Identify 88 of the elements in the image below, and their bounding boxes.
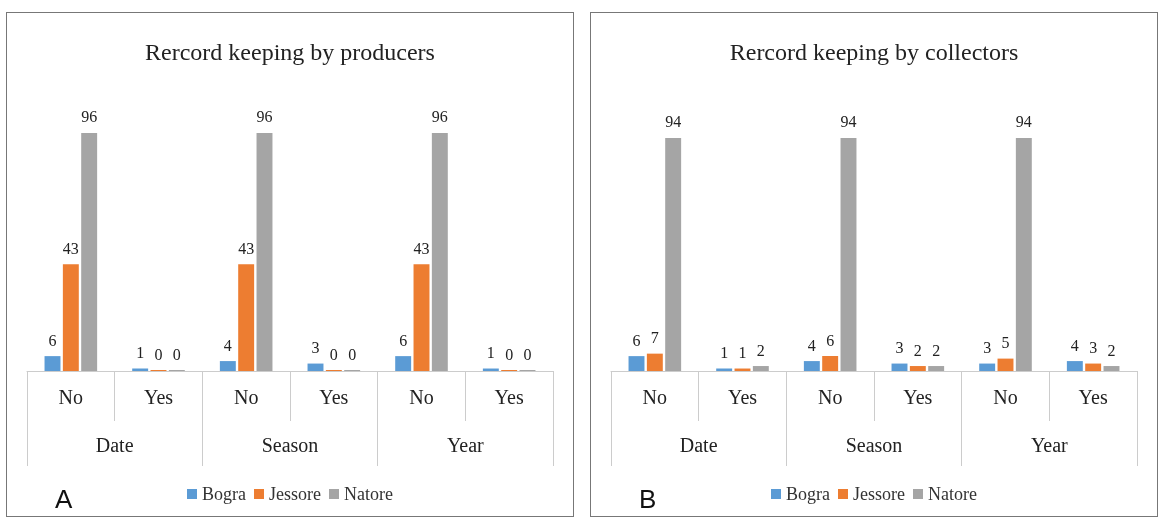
data-label: 0 xyxy=(523,345,532,363)
bar xyxy=(840,137,857,371)
data-label: 4 xyxy=(223,336,232,354)
data-label: 94 xyxy=(665,113,682,131)
x-tick-label: No xyxy=(409,386,434,408)
data-label: 96 xyxy=(81,108,98,126)
x-tick-label: Yes xyxy=(1078,386,1108,408)
legend-label: Natore xyxy=(344,484,393,504)
data-label: 4 xyxy=(807,336,816,354)
text: Season xyxy=(845,434,903,456)
chart-title: Rercord keeping by producers xyxy=(145,39,435,65)
data-label: 1 xyxy=(486,344,495,362)
data-label: 7 xyxy=(650,329,659,347)
legend-label: Natore xyxy=(928,484,977,504)
legend-label: Jessore xyxy=(269,484,322,504)
data-label: 2 xyxy=(1107,341,1116,359)
chart-title: Rercord keeping by collectors xyxy=(729,39,1019,65)
data-label: 1 xyxy=(738,344,747,362)
data-label: 6 xyxy=(632,331,641,349)
text: Year xyxy=(1030,434,1069,456)
x-tick-label: Yes xyxy=(494,386,524,408)
bar xyxy=(646,353,663,371)
data-label: 0 xyxy=(348,345,357,363)
data-label: 4 xyxy=(1070,336,1079,354)
data-label: 5 xyxy=(1001,334,1010,352)
data-label: 94 xyxy=(840,113,857,131)
text: B xyxy=(639,484,657,514)
x-tick-label: Yes xyxy=(727,386,758,408)
x-tick-label: Yes xyxy=(319,386,349,408)
text: Year xyxy=(446,434,485,456)
data-label: 3 xyxy=(311,339,320,357)
bar xyxy=(928,366,945,371)
x-tick-label: Yes xyxy=(903,386,933,408)
bar xyxy=(752,366,769,371)
bar xyxy=(413,264,430,371)
bar xyxy=(219,361,236,371)
legend-label: Bogra xyxy=(786,484,831,504)
bar xyxy=(997,358,1014,371)
data-label: 6 xyxy=(399,331,408,349)
bar xyxy=(1015,137,1032,371)
data-label: 0 xyxy=(172,345,181,363)
data-label: 2 xyxy=(932,341,941,359)
bar xyxy=(979,363,996,371)
bar xyxy=(803,361,820,371)
bar xyxy=(628,356,645,371)
bar xyxy=(1103,366,1120,371)
bar xyxy=(62,264,79,371)
data-label: 0 xyxy=(505,345,514,363)
data-label: 6 xyxy=(48,331,57,349)
text: Season xyxy=(261,434,319,456)
data-label: 6 xyxy=(826,331,835,349)
data-label: 94 xyxy=(1015,113,1032,131)
x-tick-label: No xyxy=(58,386,84,408)
data-label: 1 xyxy=(136,344,145,362)
data-label: 3 xyxy=(895,339,904,357)
data-label: 3 xyxy=(983,339,992,357)
bar xyxy=(431,132,448,371)
x-tick-label: No xyxy=(233,386,259,408)
bar xyxy=(665,137,682,371)
x-tick-label: No xyxy=(817,386,843,408)
data-label: 2 xyxy=(756,341,765,359)
bar xyxy=(822,356,839,371)
bar xyxy=(81,132,98,371)
text: A xyxy=(55,484,73,514)
legend-label: Jessore xyxy=(853,484,906,504)
bar xyxy=(256,132,273,371)
data-label: 1 xyxy=(720,344,729,362)
data-label: 3 xyxy=(1089,339,1098,357)
bar xyxy=(238,264,255,371)
data-label: 0 xyxy=(329,345,338,363)
x-tick-label: Yes xyxy=(143,386,174,408)
data-label: 43 xyxy=(238,239,255,257)
bar xyxy=(395,356,412,371)
data-label: 43 xyxy=(413,239,430,257)
text: Date xyxy=(679,434,718,456)
bar xyxy=(909,366,926,371)
bar xyxy=(1085,363,1102,371)
bar xyxy=(1066,361,1083,371)
data-label: 0 xyxy=(154,345,163,363)
data-label: 2 xyxy=(913,341,922,359)
text: Date xyxy=(95,434,134,456)
data-label: 96 xyxy=(256,108,273,126)
x-tick-label: No xyxy=(642,386,668,408)
x-tick-label: No xyxy=(993,386,1018,408)
bar xyxy=(44,356,61,371)
legend-label: Bogra xyxy=(202,484,247,504)
data-label: 43 xyxy=(62,239,79,257)
data-label: 96 xyxy=(431,108,448,126)
